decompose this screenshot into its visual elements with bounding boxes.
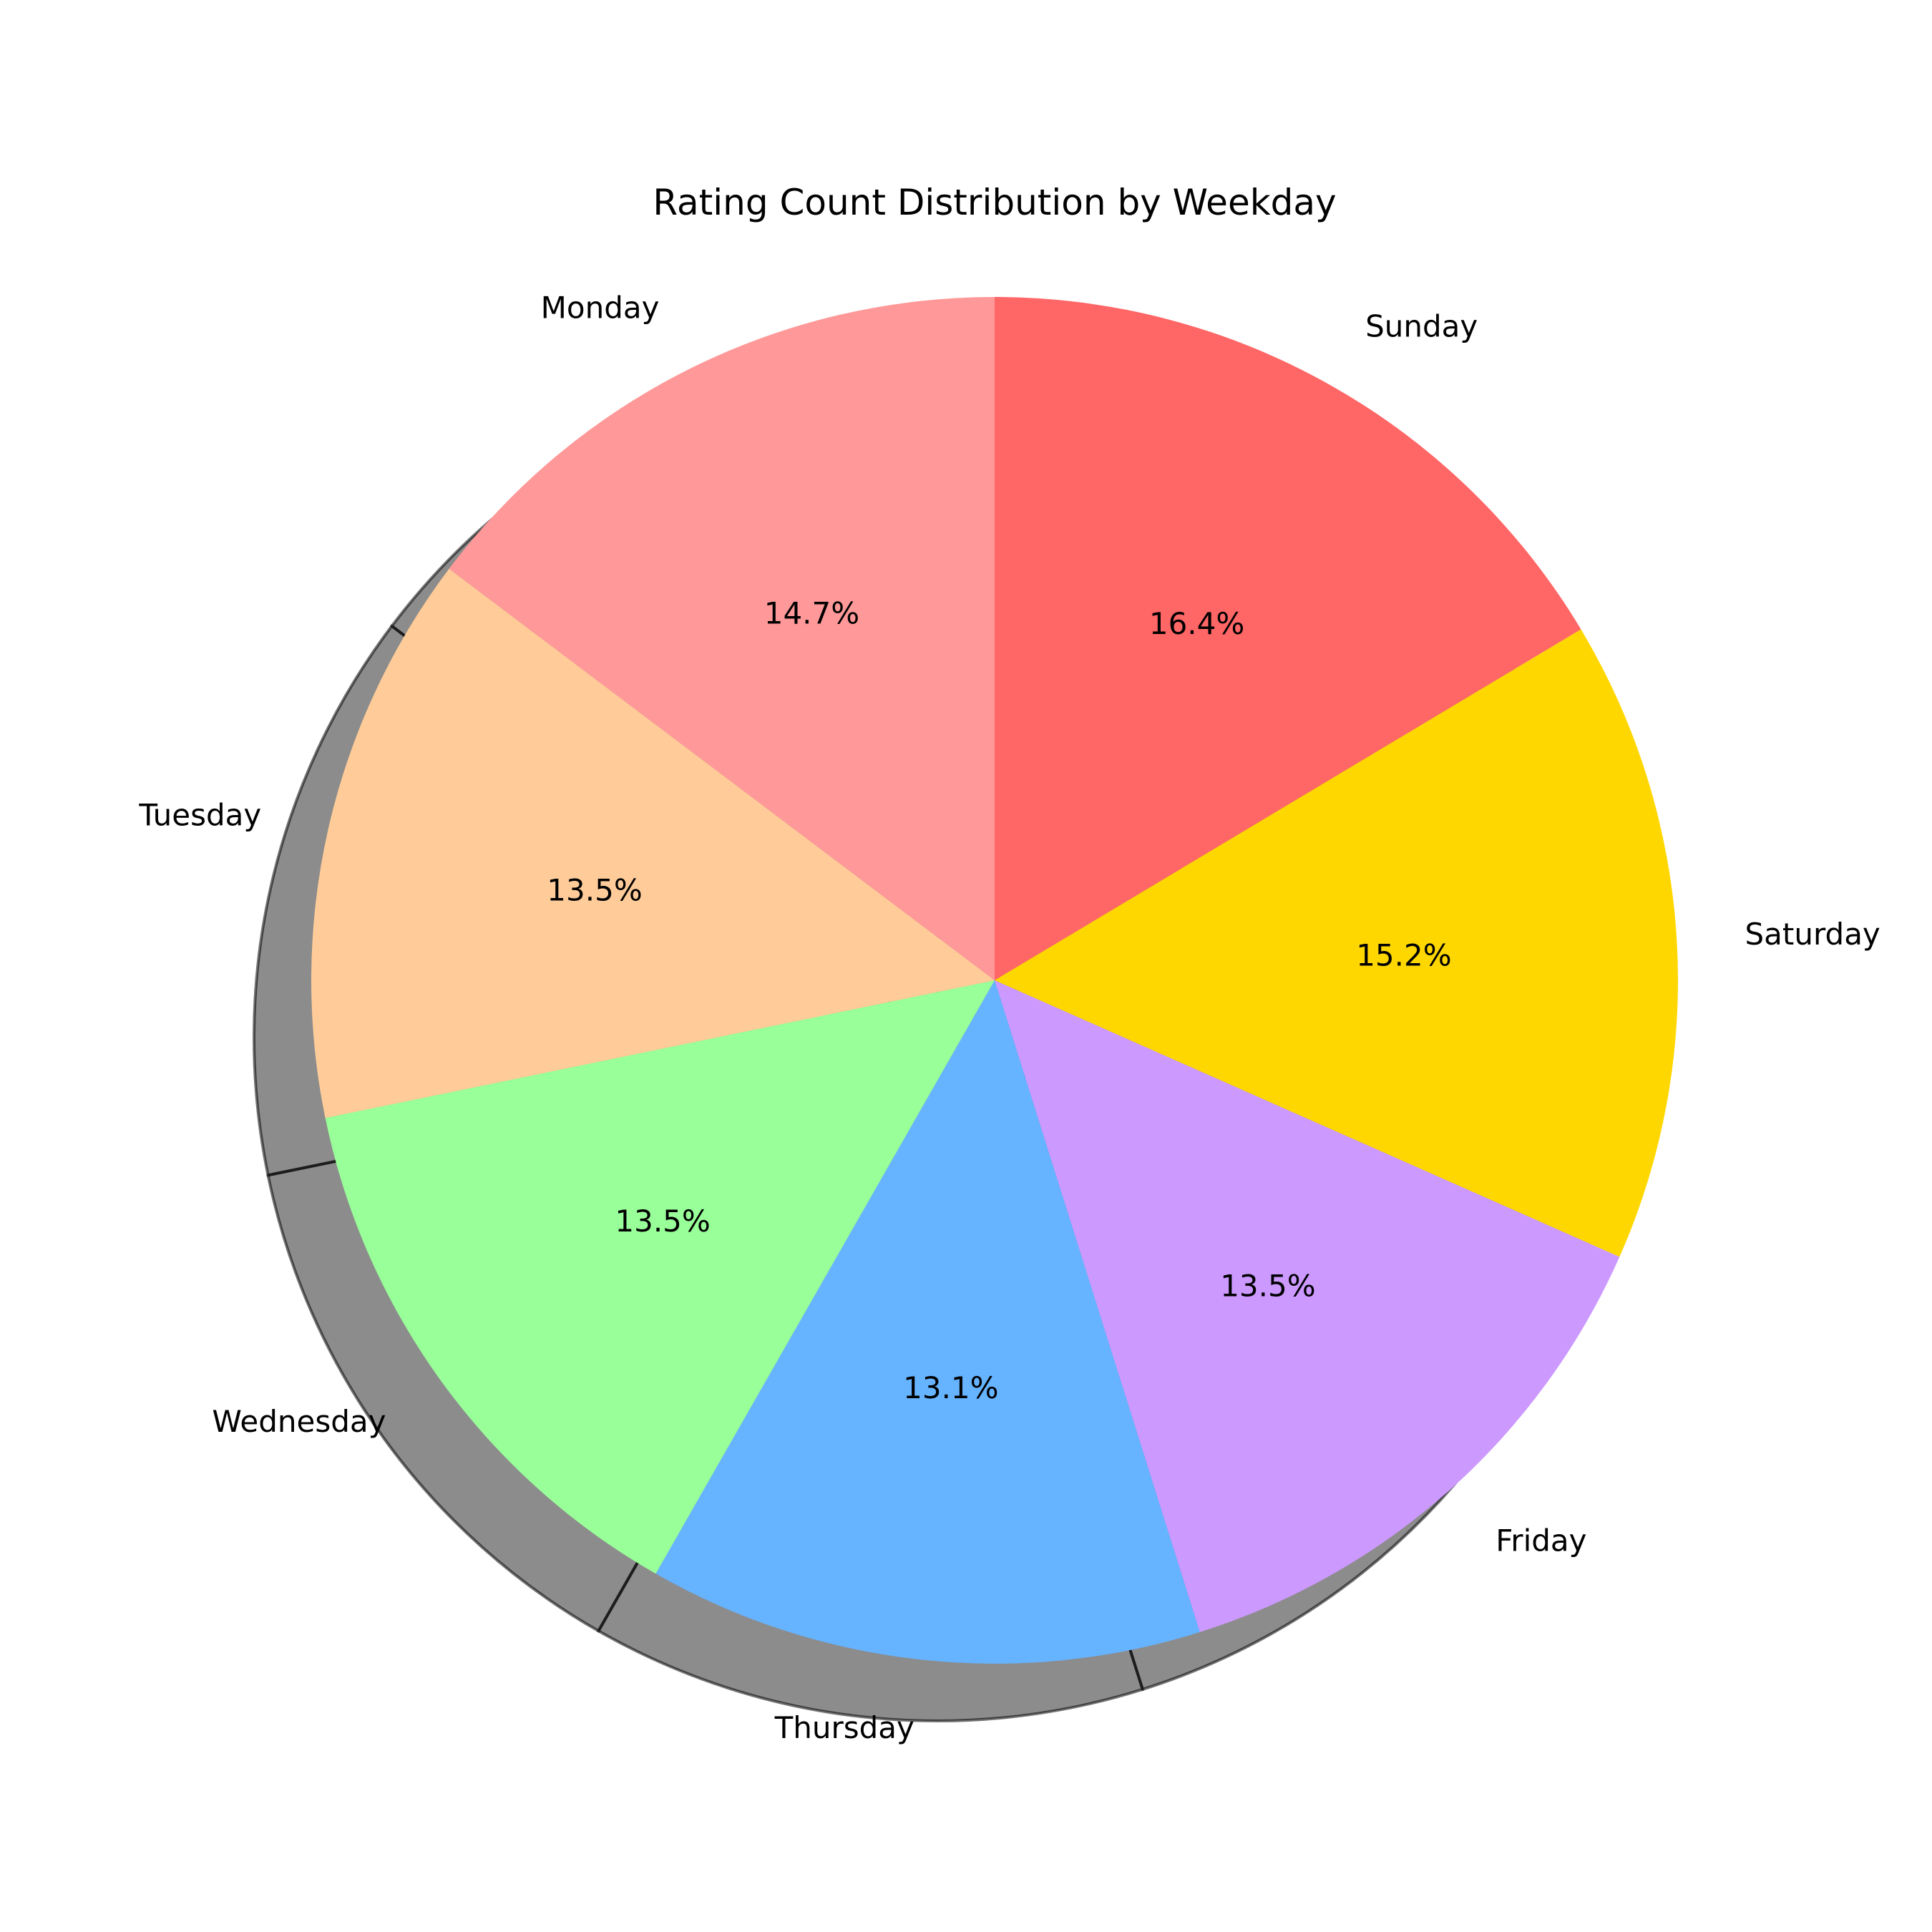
slice-tuesday bbox=[311, 568, 995, 1118]
slice-monday bbox=[449, 297, 995, 980]
slice-sunday bbox=[995, 297, 1581, 980]
pie-slices bbox=[311, 297, 1678, 1664]
pct-label-saturday: 15.2% bbox=[1356, 937, 1451, 972]
pct-label-friday: 13.5% bbox=[1220, 1269, 1315, 1304]
pct-label-monday: 14.7% bbox=[764, 596, 859, 631]
pie-labels: Sunday 16.4% Saturday 15.2% Friday 13.5% Thurs… bbox=[138, 290, 1880, 1745]
label-monday: Monday bbox=[541, 290, 660, 325]
pct-label-tuesday: 13.5% bbox=[547, 873, 642, 908]
slice-saturday bbox=[995, 629, 1678, 1257]
label-sunday: Sunday bbox=[1365, 309, 1478, 344]
label-tuesday: Tuesday bbox=[138, 798, 261, 833]
slice-friday bbox=[995, 980, 1620, 1632]
label-wednesday: Wednesday bbox=[212, 1404, 386, 1439]
slice-thursday bbox=[655, 980, 1200, 1664]
label-thursday: Thursday bbox=[774, 1710, 914, 1745]
pct-label-thursday: 13.1% bbox=[903, 1370, 998, 1405]
pct-label-wednesday: 13.5% bbox=[615, 1204, 710, 1239]
pct-label-sunday: 16.4% bbox=[1149, 606, 1244, 641]
slice-wednesday bbox=[325, 980, 995, 1574]
chart-title: Rating Count Distribution by Weekday bbox=[653, 182, 1336, 223]
label-friday: Friday bbox=[1496, 1523, 1586, 1558]
label-saturday: Saturday bbox=[1745, 917, 1880, 952]
